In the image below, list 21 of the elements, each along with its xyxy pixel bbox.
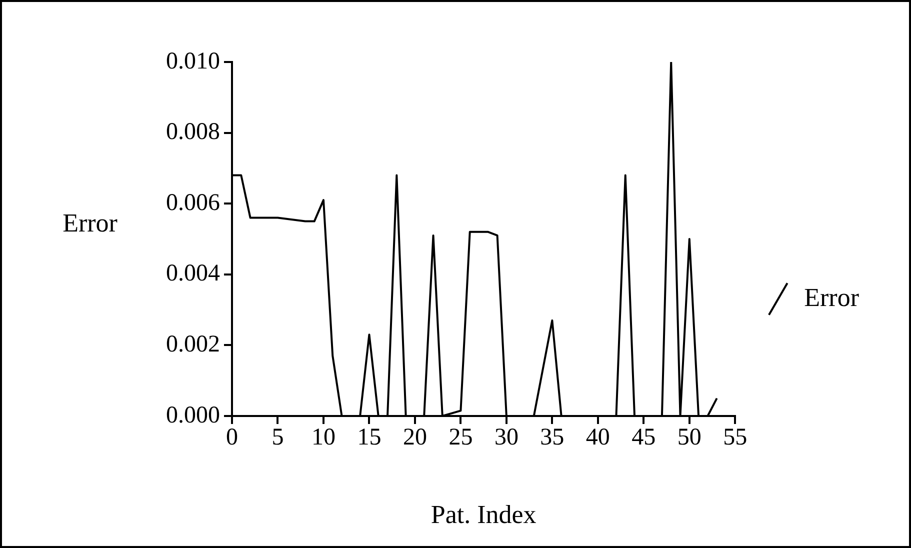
x-tick-label: 35 [540,424,564,451]
y-axis-title: Error [62,208,118,238]
x-tick-label: 0 [226,424,238,451]
y-tick-label: 0.008 [166,119,220,146]
x-axis-title: Pat. Index [430,500,536,530]
x-tick-label: 40 [586,424,610,451]
x-tick-label: 20 [402,424,427,451]
y-tick-label: 0.002 [166,331,220,358]
y-tick-label: 0.010 [166,48,220,74]
x-tick-label: 50 [677,424,702,451]
x-tick-label: 15 [357,424,382,451]
x-tick-label: 45 [632,424,656,451]
x-tick-label: 10 [311,424,336,451]
y-tick-label: 0.004 [166,260,220,287]
legend-label: Error [804,282,860,312]
x-tick-label: 30 [494,424,518,451]
y-tick-label: 0.000 [166,402,220,428]
x-tick-label: 5 [272,424,284,451]
y-tick-label: 0.006 [166,190,220,216]
x-tick-label: 55 [723,424,748,451]
x-tick-label: 25 [448,424,473,451]
